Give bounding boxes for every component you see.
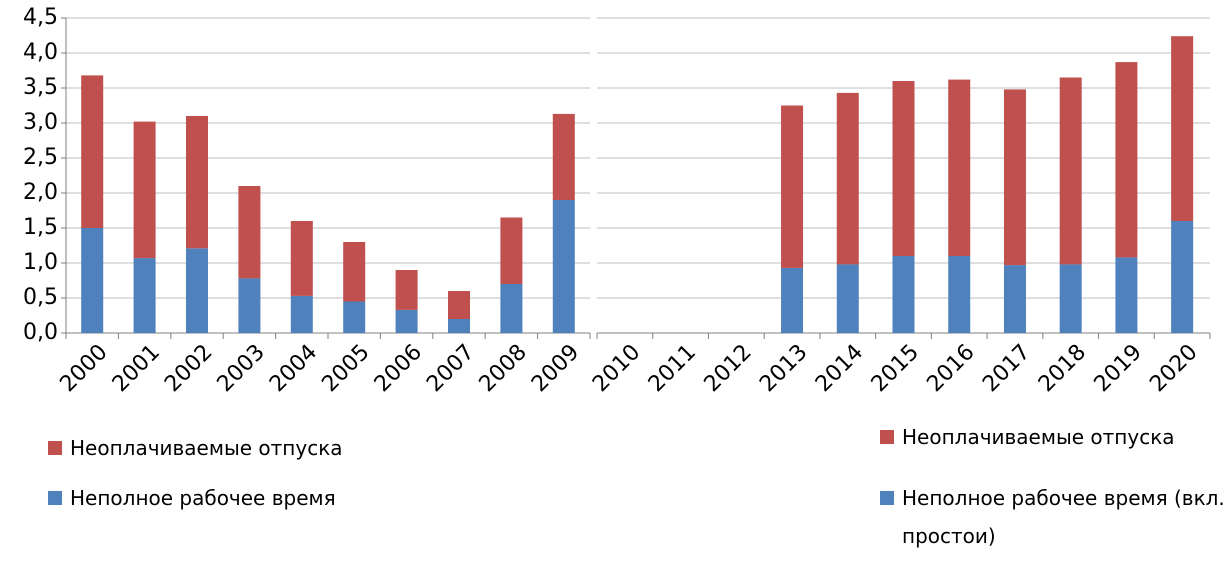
x-tick-label: 2000 xyxy=(55,340,112,397)
bar-segment xyxy=(290,295,313,333)
bar-segment xyxy=(186,248,208,333)
y-tick-label: 2,5 xyxy=(23,145,58,170)
x-tick-label: 2020 xyxy=(1145,340,1202,397)
bar-segment xyxy=(290,221,313,296)
x-tick-label: 2006 xyxy=(370,340,427,397)
y-tick-label: 1,0 xyxy=(23,250,58,275)
legend-label: Неоплачиваемые отпуска xyxy=(70,436,343,460)
x-tick-label: 2008 xyxy=(475,340,532,397)
x-tick-label: 2010 xyxy=(588,340,645,397)
bar-segment xyxy=(948,79,971,256)
x-tick-label: 2011 xyxy=(644,340,701,397)
bar-segment xyxy=(500,217,523,284)
y-tick-label: 4,0 xyxy=(23,40,58,65)
bar-segment xyxy=(1171,36,1194,222)
bar-segment xyxy=(1003,265,1026,333)
bar-segment xyxy=(1059,77,1082,265)
x-tick-label: 2019 xyxy=(1090,340,1147,397)
y-tick-label: 3,0 xyxy=(23,110,58,135)
bar-segment xyxy=(395,309,418,333)
bar-segment xyxy=(81,228,104,333)
bar-segment xyxy=(552,113,575,200)
y-tick-label: 0,5 xyxy=(23,285,58,310)
x-tick-label: 2012 xyxy=(700,340,757,397)
bar-segment xyxy=(836,264,859,333)
bar-segment xyxy=(238,186,261,279)
x-tick-label: 2015 xyxy=(867,340,924,397)
bar-segment xyxy=(343,242,366,302)
legend-swatch xyxy=(880,491,894,505)
bar-segment xyxy=(836,92,859,265)
legend-label: Неоплачиваемые отпуска xyxy=(902,425,1175,449)
bar-segment xyxy=(781,267,804,333)
bar-segment xyxy=(81,75,104,229)
legend-label: Неполное рабочее время (вкл. простои) xyxy=(902,486,1225,548)
x-tick-label: 2007 xyxy=(422,340,479,397)
x-tick-label: 2003 xyxy=(213,340,270,397)
y-tick-label: 4,5 xyxy=(23,5,58,30)
y-tick-label: 3,5 xyxy=(23,75,58,100)
bar-segment xyxy=(948,256,971,333)
x-tick-label: 2014 xyxy=(811,340,868,397)
bar-segment xyxy=(343,301,366,333)
x-tick-label: 2017 xyxy=(978,340,1035,397)
x-tick-label: 2005 xyxy=(317,340,374,397)
y-tick-label: 1,5 xyxy=(23,215,58,240)
bar-segment xyxy=(892,81,915,256)
y-tick-label: 2,0 xyxy=(23,180,58,205)
bar-segment xyxy=(552,200,575,333)
x-tick-label: 2001 xyxy=(108,340,165,397)
legend-swatch xyxy=(48,441,62,455)
bar-segment xyxy=(1059,264,1082,333)
x-tick-label: 2013 xyxy=(755,340,812,397)
bar-segment xyxy=(781,105,804,268)
bar-segment xyxy=(1003,89,1026,266)
bar-segment xyxy=(133,258,156,333)
bar-segment xyxy=(1115,62,1138,258)
y-tick-label: 0,0 xyxy=(23,320,58,345)
bar-segment xyxy=(133,121,156,259)
x-tick-label: 2016 xyxy=(922,340,979,397)
bar-segment xyxy=(448,291,470,319)
bar-segment xyxy=(892,256,915,333)
bar-segment xyxy=(395,270,418,310)
bar-segment xyxy=(500,284,523,333)
bar-segment xyxy=(1171,221,1194,333)
legend-swatch xyxy=(880,430,894,444)
legend-label: Неполное рабочее время xyxy=(70,486,336,510)
bar-segment xyxy=(238,278,261,333)
x-tick-label: 2004 xyxy=(265,340,322,397)
x-tick-label: 2009 xyxy=(527,340,584,397)
bar-segment xyxy=(186,116,208,249)
x-tick-label: 2002 xyxy=(160,340,217,397)
bar-segment xyxy=(1115,257,1138,333)
bar-segment xyxy=(448,319,470,333)
legend-swatch xyxy=(48,491,62,505)
x-tick-label: 2018 xyxy=(1034,340,1091,397)
